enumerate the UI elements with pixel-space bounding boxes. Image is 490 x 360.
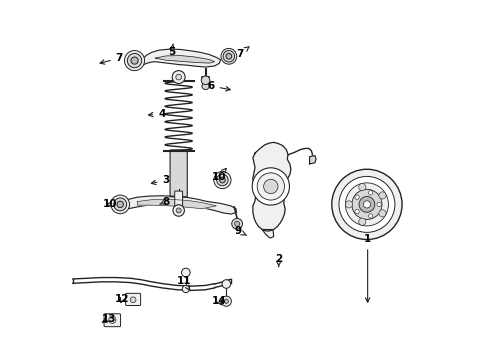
Text: 5: 5 bbox=[168, 44, 175, 57]
FancyBboxPatch shape bbox=[170, 150, 187, 197]
Circle shape bbox=[127, 53, 142, 68]
Circle shape bbox=[220, 177, 225, 183]
Text: 12: 12 bbox=[115, 294, 129, 304]
Circle shape bbox=[252, 168, 290, 205]
Circle shape bbox=[355, 195, 359, 199]
Circle shape bbox=[379, 210, 386, 217]
Text: 3: 3 bbox=[151, 175, 170, 185]
Circle shape bbox=[235, 221, 240, 226]
Text: 2: 2 bbox=[275, 254, 282, 267]
Circle shape bbox=[368, 214, 373, 218]
Circle shape bbox=[368, 191, 373, 195]
Circle shape bbox=[223, 50, 235, 62]
Polygon shape bbox=[253, 142, 291, 231]
Circle shape bbox=[377, 202, 381, 207]
Text: 13: 13 bbox=[101, 314, 116, 324]
Circle shape bbox=[111, 195, 129, 214]
Polygon shape bbox=[123, 196, 236, 214]
Circle shape bbox=[364, 201, 370, 208]
Circle shape bbox=[182, 285, 190, 293]
Circle shape bbox=[201, 76, 210, 85]
Text: 6: 6 bbox=[207, 81, 230, 91]
Circle shape bbox=[257, 173, 285, 200]
Circle shape bbox=[202, 82, 209, 90]
Polygon shape bbox=[155, 55, 215, 63]
FancyBboxPatch shape bbox=[125, 293, 141, 306]
Circle shape bbox=[379, 192, 386, 199]
Text: 4: 4 bbox=[148, 109, 166, 119]
Circle shape bbox=[222, 280, 231, 288]
Circle shape bbox=[264, 179, 278, 194]
Text: 9: 9 bbox=[234, 226, 246, 236]
Circle shape bbox=[232, 219, 243, 229]
Circle shape bbox=[339, 176, 395, 232]
Circle shape bbox=[359, 197, 375, 212]
Circle shape bbox=[181, 268, 190, 277]
Circle shape bbox=[130, 297, 136, 303]
Circle shape bbox=[176, 74, 181, 80]
Circle shape bbox=[114, 198, 126, 211]
FancyBboxPatch shape bbox=[175, 191, 183, 209]
Circle shape bbox=[117, 201, 123, 208]
Text: 7: 7 bbox=[236, 47, 249, 59]
Text: 1: 1 bbox=[364, 234, 371, 302]
Circle shape bbox=[176, 208, 181, 213]
Circle shape bbox=[131, 57, 138, 64]
FancyBboxPatch shape bbox=[104, 314, 121, 327]
Circle shape bbox=[345, 183, 389, 226]
Circle shape bbox=[359, 218, 366, 225]
Circle shape bbox=[173, 205, 184, 216]
Text: 7: 7 bbox=[100, 53, 123, 64]
Polygon shape bbox=[310, 156, 316, 164]
Circle shape bbox=[359, 184, 366, 191]
Circle shape bbox=[172, 71, 185, 84]
Circle shape bbox=[217, 174, 228, 186]
Circle shape bbox=[332, 169, 402, 239]
Circle shape bbox=[214, 171, 231, 189]
Circle shape bbox=[352, 189, 382, 220]
Circle shape bbox=[221, 296, 231, 306]
Circle shape bbox=[124, 50, 145, 71]
Text: 8: 8 bbox=[160, 197, 170, 207]
Circle shape bbox=[345, 201, 353, 208]
Text: 10: 10 bbox=[212, 168, 226, 182]
Circle shape bbox=[355, 210, 359, 214]
Circle shape bbox=[221, 48, 237, 64]
Polygon shape bbox=[262, 229, 274, 238]
Text: 10: 10 bbox=[103, 199, 118, 210]
Circle shape bbox=[109, 316, 116, 323]
Circle shape bbox=[226, 53, 232, 59]
Circle shape bbox=[224, 299, 228, 303]
Text: 11: 11 bbox=[177, 276, 191, 290]
Text: 14: 14 bbox=[212, 296, 226, 306]
Polygon shape bbox=[137, 199, 216, 209]
Polygon shape bbox=[141, 49, 220, 67]
